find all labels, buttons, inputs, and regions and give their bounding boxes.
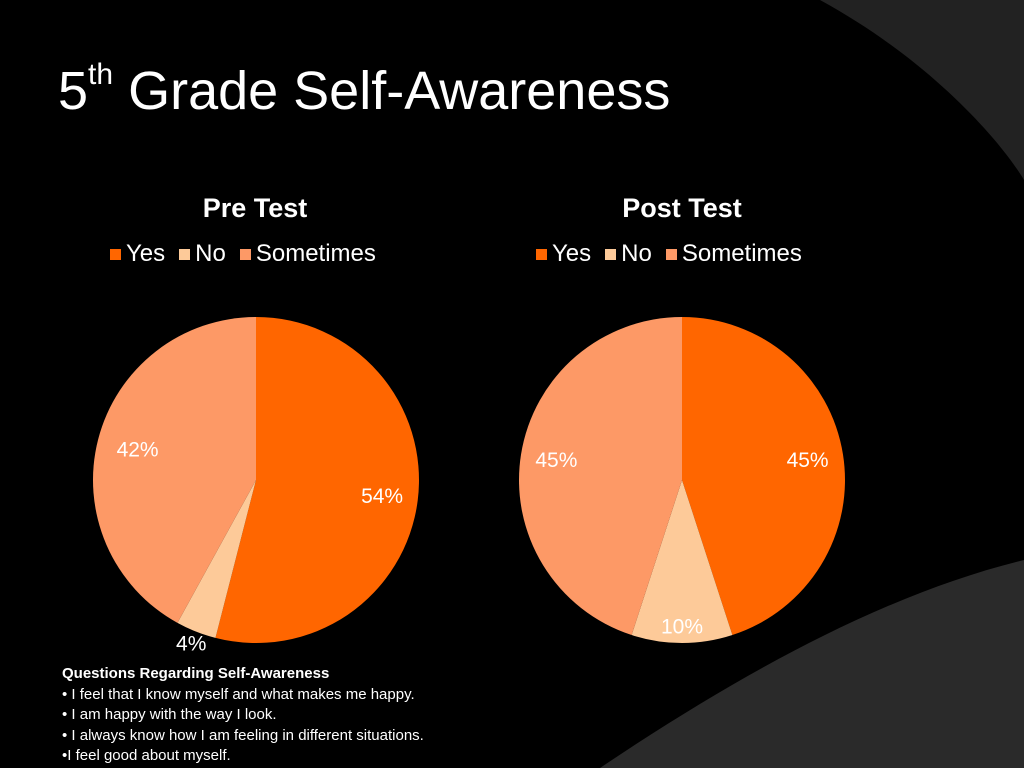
question-item: •I feel good about myself. [62, 747, 231, 764]
legend-item-no: No [179, 240, 226, 268]
question-item: • I always know how I am feeling in diff… [62, 726, 424, 744]
legend-label-yes: Yes [126, 240, 166, 267]
legend-swatch-no [179, 248, 191, 260]
pie-slice-sometimes [92, 317, 256, 623]
question-item: • I am happy with the way I look. [62, 706, 277, 723]
legend-item-yes: Yes [110, 240, 165, 268]
post-test-chart-title: Post Test [622, 193, 742, 223]
legend-label-no: No [621, 240, 652, 267]
pie-slice-no [631, 480, 733, 643]
legend-label-sometimes: Sometimes [681, 240, 802, 267]
legend-swatch-sometimes [665, 248, 677, 260]
slide-title-sup: th [88, 58, 114, 91]
legend-swatch-yes [110, 248, 121, 260]
pie-slice-yes [682, 317, 845, 636]
background-band-bottom [600, 560, 1024, 768]
data-label-sometimes: 45% [535, 449, 577, 472]
data-label-no: 10% [661, 616, 703, 639]
slide-title-main: 5 [58, 61, 89, 121]
legend-item-sometimes: Sometimes [239, 240, 376, 268]
post-test-legend: Yes No Sometimes [536, 240, 816, 268]
data-label-yes: 54% [361, 485, 403, 508]
legend-item-no: No [605, 240, 652, 268]
data-label-sometimes: 42% [117, 439, 159, 462]
legend-label-yes: Yes [552, 240, 592, 267]
pre-test-legend: Yes No Sometimes [110, 240, 390, 268]
background-band-top [820, 0, 1024, 180]
question-item: • I feel that I know myself and what mak… [62, 685, 415, 703]
data-label-no: 4% [176, 633, 206, 656]
pie-slice-sometimes [519, 317, 682, 636]
legend-swatch-yes [536, 248, 547, 260]
pre-test-chart-title: Pre Test [202, 193, 308, 223]
legend-swatch-no [605, 248, 617, 260]
post-test-pie-chart: 45% 10% 45% [519, 317, 845, 643]
legend-item-sometimes: Sometimes [665, 240, 802, 268]
data-label-yes: 45% [787, 449, 829, 472]
legend-label-no: No [195, 240, 226, 267]
legend-item-yes: Yes [536, 240, 591, 268]
pie-slice-yes [215, 317, 419, 643]
questions-heading: Questions Regarding Self-Awareness [62, 665, 330, 682]
legend-swatch-sometimes [239, 248, 251, 260]
pre-test-pie-chart: 54% 4% 42% [92, 317, 419, 656]
pie-slice-no [177, 480, 256, 638]
slide-title: 5th Grade Self-Awareness [58, 60, 671, 121]
slide-title-rest: Grade Self-Awareness [113, 61, 671, 121]
legend-label-sometimes: Sometimes [255, 240, 376, 267]
questions-block: Questions Regarding Self-Awareness • I f… [62, 664, 582, 767]
